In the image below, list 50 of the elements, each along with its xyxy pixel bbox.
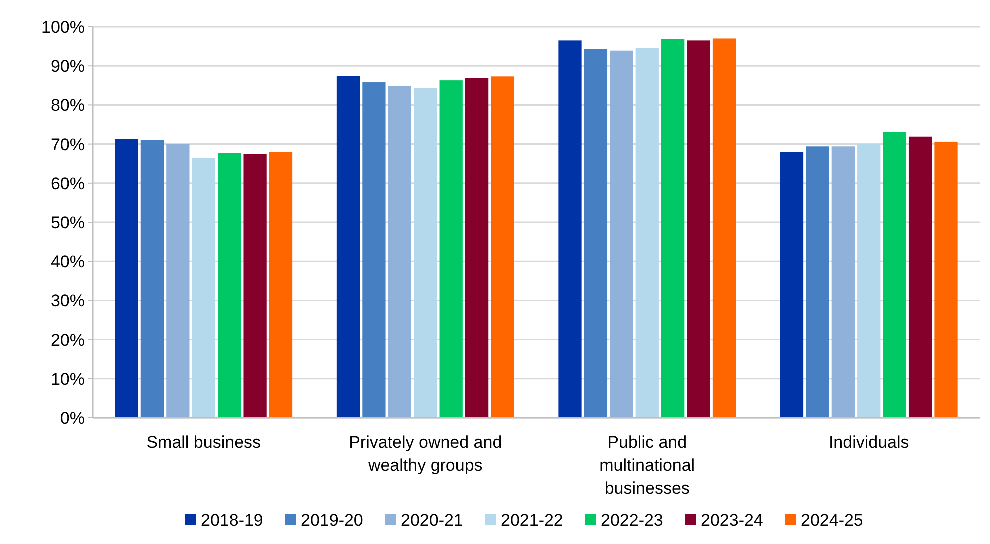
bar bbox=[636, 48, 659, 418]
legend-label: 2019-20 bbox=[301, 510, 364, 530]
x-tick-label: Individuals bbox=[828, 433, 910, 452]
bar bbox=[934, 142, 958, 418]
bar bbox=[166, 144, 190, 418]
bar bbox=[362, 82, 386, 418]
bar bbox=[414, 88, 438, 418]
bar bbox=[832, 146, 855, 418]
legend-label: 2023-24 bbox=[701, 510, 764, 530]
bar bbox=[662, 39, 685, 418]
y-tick-label: 0% bbox=[60, 408, 85, 428]
y-tick-label: 40% bbox=[50, 252, 85, 272]
bar bbox=[218, 153, 242, 418]
legend-label: 2021-22 bbox=[501, 510, 564, 530]
x-tick-label: Public and multinational businesses bbox=[600, 433, 696, 498]
x-tick-label: Small business bbox=[146, 433, 262, 452]
bar bbox=[336, 76, 360, 418]
bar bbox=[388, 86, 412, 418]
legend-label: 2024-25 bbox=[801, 510, 864, 530]
y-tick-label: 60% bbox=[50, 174, 85, 194]
bar bbox=[908, 136, 932, 418]
bar bbox=[491, 76, 514, 418]
bar bbox=[584, 49, 608, 418]
bar bbox=[610, 50, 634, 418]
bar bbox=[806, 146, 830, 418]
bar bbox=[465, 78, 489, 418]
y-tick-label: 90% bbox=[50, 57, 85, 76]
y-tick-label: 70% bbox=[50, 135, 85, 154]
y-tick-label: 30% bbox=[50, 292, 85, 311]
y-tick-label: 50% bbox=[50, 213, 85, 232]
bar bbox=[858, 144, 881, 418]
bar bbox=[192, 158, 216, 418]
y-tick-label: 20% bbox=[50, 330, 85, 350]
bar bbox=[269, 152, 293, 418]
bar bbox=[440, 80, 463, 418]
bar bbox=[687, 40, 710, 418]
bar bbox=[140, 140, 164, 418]
y-tick-label: 100% bbox=[42, 18, 85, 37]
legend-label: 2022-23 bbox=[601, 510, 664, 530]
legend-label: 2018-19 bbox=[201, 510, 264, 530]
bar bbox=[883, 132, 906, 418]
legend-label: 2020-21 bbox=[401, 510, 464, 530]
y-tick-label: 10% bbox=[50, 370, 85, 389]
bar bbox=[712, 38, 736, 418]
bar bbox=[780, 152, 804, 418]
bar bbox=[115, 139, 138, 418]
x-tick-label: Privately owned and wealthy groups bbox=[349, 433, 502, 475]
y-tick-label: 80% bbox=[50, 96, 85, 116]
bar bbox=[558, 40, 582, 418]
bar bbox=[244, 154, 267, 418]
